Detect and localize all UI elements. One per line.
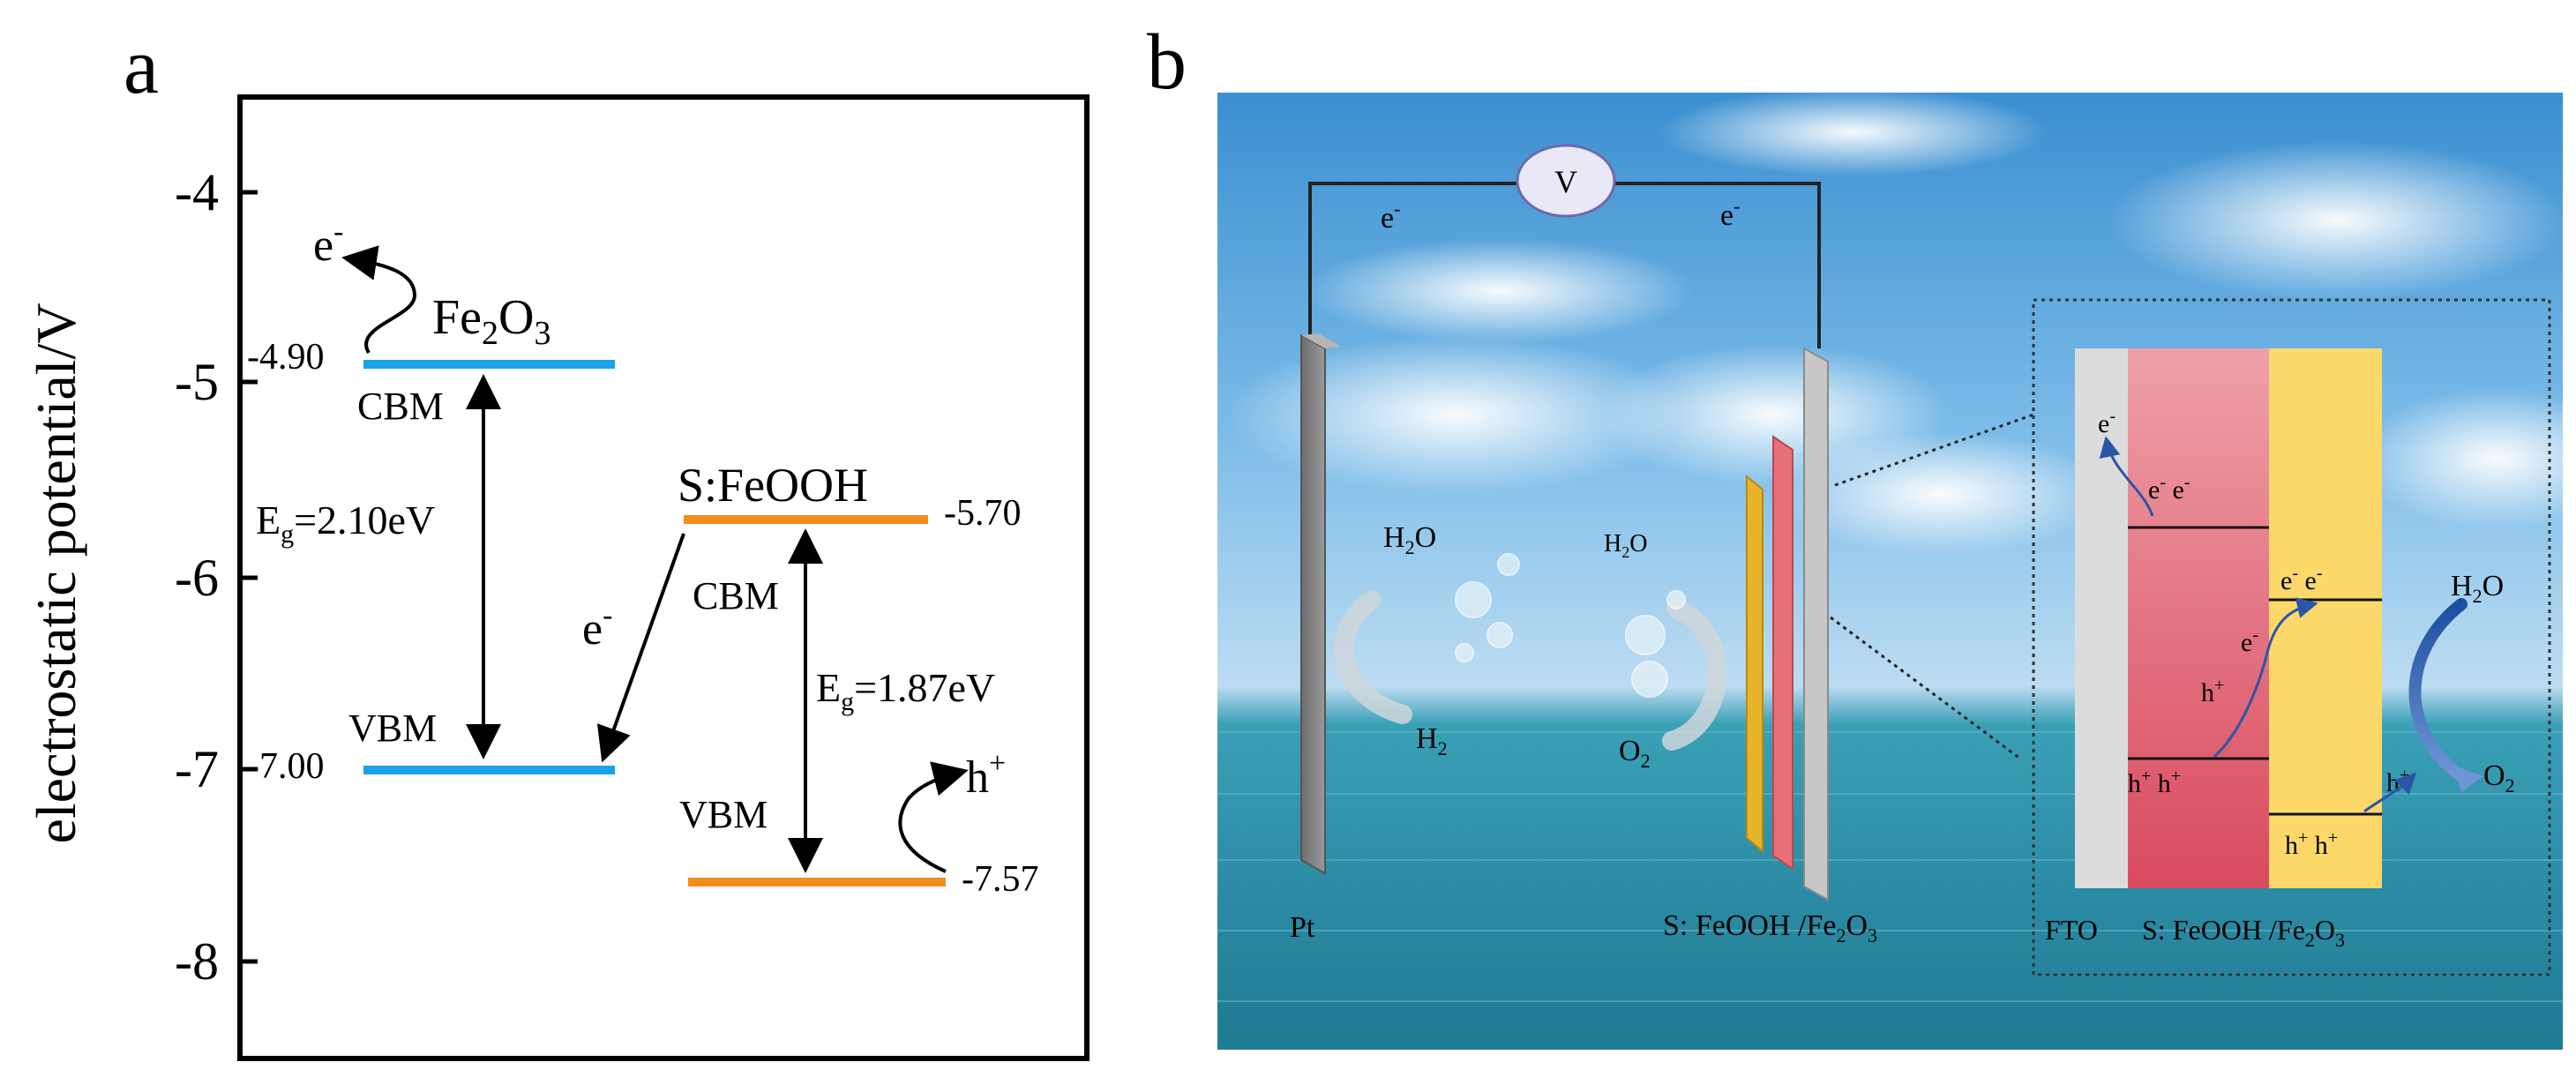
bubbles-left	[1455, 553, 1520, 662]
sfeooh-vbm-value: -7.57	[962, 859, 1039, 900]
fe2o3-cbm-label: CBM	[357, 385, 444, 428]
inset-holes-sfeooh-vb: h+ h+	[2285, 828, 2338, 860]
sfeooh-layer	[1746, 474, 1764, 854]
inset-holes-fe2o3-vb: h+ h+	[2128, 767, 2181, 798]
fe2o3-cbm-value: -4.90	[247, 337, 325, 378]
inset-electrons-sfeooh-cb: e- e-	[2280, 564, 2323, 595]
fe2o3-electron-label: e-	[313, 215, 343, 271]
tick-label: -5	[175, 353, 219, 411]
fe2o3-vbm-label: VBM	[348, 707, 437, 750]
sfeooh-hole-escape-arrow	[898, 761, 969, 873]
electron-transfer-arrow	[596, 533, 685, 763]
panel-a: a electrostatic potential/V -4 -5 -6 -7 …	[25, 23, 1090, 1061]
tick-label: -7	[175, 740, 219, 798]
right-reactant: H2O	[1604, 530, 1647, 561]
inset-oxidation-arrow	[2408, 598, 2467, 782]
right-product: O2	[1619, 735, 1651, 772]
pt-label: Pt	[1290, 911, 1315, 944]
inset-layers-label: S: FeOOH /Fe2O3	[2142, 914, 2345, 951]
sfeooh-cbm-value: -5.70	[944, 493, 1022, 534]
sfeooh-hole-label: h+	[966, 747, 1006, 803]
plot-frame	[237, 94, 1090, 1061]
inset-fto-label: FTO	[2045, 914, 2098, 946]
fe2o3-gap-label: Eg=2.10eV	[256, 497, 435, 549]
inset-hole-to-water-arrow	[2363, 772, 2417, 813]
inset-fe2o3	[2128, 348, 2269, 888]
bubbles-right	[1625, 590, 1686, 698]
zoom-line-top	[1834, 413, 2034, 487]
inset-charge-transfer-arrow	[2213, 597, 2318, 759]
voltmeter-label: V	[1554, 164, 1577, 199]
sfeooh-cbm-label: CBM	[693, 574, 779, 617]
sfeooh-gap-label: Eg=1.87eV	[816, 665, 995, 716]
transfer-electron-label: e-	[582, 599, 612, 654]
fto-layer	[1803, 347, 1829, 901]
y-axis-label: electrostatic potential/V	[25, 303, 87, 843]
inset-sfeooh	[2269, 348, 2382, 888]
y-axis-ticks: -4 -5 -6 -7 -8	[175, 163, 258, 991]
tick-label: -6	[175, 549, 219, 607]
voltmeter[interactable]	[1516, 144, 1616, 218]
fe2o3-vbm-value: -7.00	[247, 746, 325, 787]
sfeooh-name: S:FeOOH	[678, 459, 868, 512]
tick-label: -8	[175, 932, 219, 991]
panel-a-label: a	[124, 23, 159, 110]
clouds	[1226, 88, 2576, 556]
right-reaction-arrow	[1662, 599, 1727, 751]
photoanode-label: S: FeOOH /Fe2O3	[1663, 909, 1877, 946]
sfeooh-vbm-label: VBM	[679, 793, 768, 836]
left-reaction-arrow	[1334, 590, 1412, 724]
tick-label: -4	[175, 163, 219, 221]
inset-electrons-fe2o3-cb: e- e-	[2148, 473, 2190, 505]
fe2o3-name: Fe2O3	[432, 290, 550, 352]
inset-electron-escape-arrow	[2099, 436, 2154, 517]
fe2o3-electron-escape-arrow	[341, 245, 417, 355]
panel-b: b V e- e- Pt	[1147, 19, 2576, 1050]
pt-electrode	[1300, 333, 1326, 875]
fe2o3-layer	[1772, 435, 1793, 871]
panel-b-label: b	[1147, 19, 1187, 106]
